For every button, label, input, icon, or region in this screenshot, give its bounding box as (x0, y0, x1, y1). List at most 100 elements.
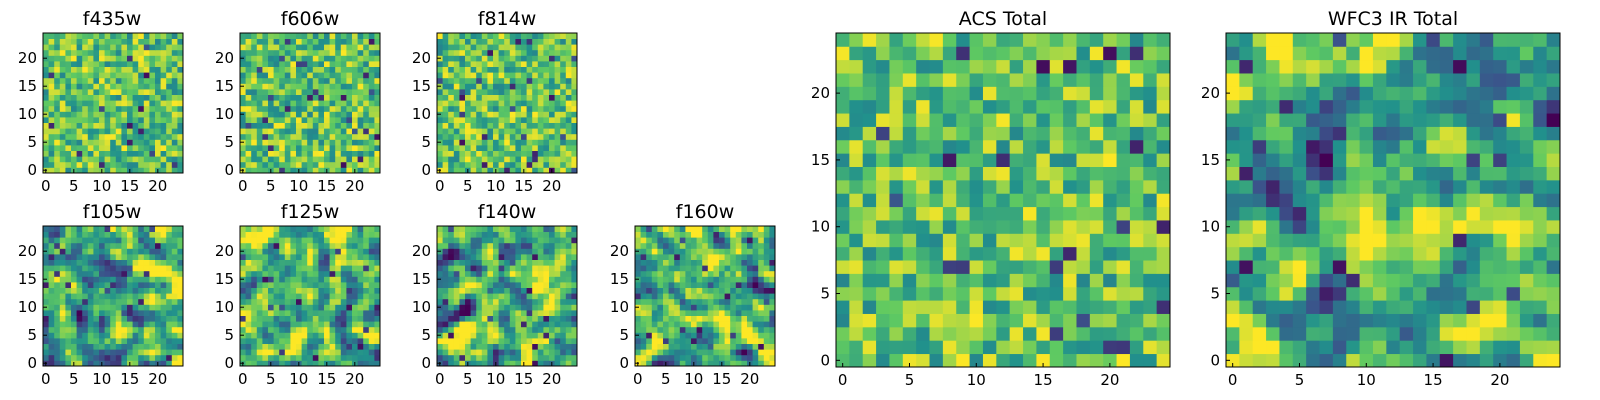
heatmap-cell (702, 287, 709, 294)
heatmap-cell (543, 282, 550, 288)
heatmap-cell (99, 332, 105, 339)
heatmap-cell (301, 133, 308, 140)
heatmap-cell (54, 237, 61, 244)
heatmap-cell (256, 354, 263, 361)
heatmap-cell (702, 293, 709, 300)
heatmap-cell (256, 38, 263, 45)
heatmap-cell (571, 242, 578, 249)
heatmap-cell (65, 167, 72, 174)
heatmap-cell (1009, 313, 1024, 328)
heatmap-cell (166, 332, 173, 339)
heatmap-cell (668, 265, 675, 272)
heatmap-cell (515, 287, 522, 294)
heatmap-cell (735, 360, 742, 367)
heatmap-cell (565, 72, 572, 79)
heatmap-cell (284, 66, 291, 73)
heatmap-cell (493, 145, 499, 151)
heatmap-cell (741, 242, 748, 249)
heatmap-cell (554, 265, 561, 272)
heatmap-cell (335, 167, 342, 174)
heatmap-cell (149, 310, 156, 316)
heatmap-cell (996, 126, 1011, 141)
heatmap-cell (71, 117, 77, 123)
heatmap-cell (758, 231, 765, 238)
heatmap-cell (318, 49, 325, 56)
heatmap-cell (679, 254, 686, 260)
heatmap-cell (115, 231, 122, 238)
heatmap-cell (509, 122, 516, 129)
heatmap-cell (1116, 300, 1131, 314)
heatmap-cell (1076, 153, 1091, 167)
heatmap-cell (340, 61, 347, 67)
heatmap-cell (363, 332, 370, 339)
heatmap-cell (493, 242, 499, 249)
heatmap-cell (363, 38, 370, 45)
heatmap-cell (448, 61, 455, 67)
heatmap-cell (177, 94, 184, 101)
heatmap-cell (735, 231, 742, 238)
heatmap-cell (437, 105, 443, 112)
heatmap-cell (498, 111, 505, 118)
heatmap-cell (256, 226, 263, 232)
heatmap-cell (284, 89, 291, 95)
heatmap-cell (758, 304, 765, 311)
heatmap-cell (487, 298, 494, 305)
heatmap-cell (487, 354, 494, 361)
heatmap-cell (374, 254, 381, 260)
heatmap-cell (668, 343, 675, 350)
heatmap-cell (769, 265, 776, 272)
heatmap-cell (374, 242, 381, 249)
heatmap-cell (318, 276, 325, 283)
heatmap-cell (532, 270, 539, 277)
heatmap-cell (284, 304, 291, 311)
heatmap-cell (448, 38, 455, 45)
heatmap-cell (318, 89, 325, 95)
heatmap-cell (640, 338, 647, 344)
heatmap-cell (104, 343, 111, 350)
heatmap-cell (110, 55, 117, 62)
heatmap-cell (515, 265, 522, 272)
heatmap-cell (459, 304, 466, 311)
heatmap-cell (956, 286, 970, 301)
heatmap-cell (76, 310, 83, 316)
heatmap-cell (121, 94, 128, 101)
heatmap-cell (635, 242, 641, 249)
heatmap-cell (752, 338, 759, 344)
heatmap-cell (1063, 273, 1077, 288)
heatmap-cell (335, 55, 342, 62)
heatmap-cell (537, 326, 544, 333)
heatmap-cell (301, 282, 308, 288)
heatmap-cell (640, 293, 647, 300)
heatmap-cell (155, 55, 161, 62)
heatmap-cell (1036, 300, 1051, 314)
heatmap-cell (651, 237, 658, 244)
heatmap-cell (171, 304, 178, 311)
heatmap-cell (340, 276, 347, 283)
heatmap-cell (65, 304, 72, 311)
heatmap-cell (155, 354, 161, 361)
heatmap-cell (758, 338, 765, 344)
heatmap-cell (132, 89, 139, 95)
heatmap-cell (132, 332, 139, 339)
heatmap-cell (374, 259, 381, 266)
heatmap-cell (554, 287, 561, 294)
heatmap-cell (71, 100, 77, 107)
heatmap-cell (268, 117, 274, 123)
heatmap-cell (48, 145, 55, 151)
heatmap-cell (93, 304, 100, 311)
heatmap-cell (352, 145, 358, 151)
heatmap-cell (296, 332, 302, 339)
heatmap-cell (571, 117, 578, 123)
heatmap-cell (155, 61, 161, 67)
heatmap-cell (646, 231, 653, 238)
heatmap-cell (741, 248, 748, 255)
heatmap-cell (752, 332, 759, 339)
heatmap-cell (713, 276, 720, 283)
heatmap-cell (560, 354, 567, 361)
heatmap-cell (273, 33, 280, 39)
heatmap-cell (346, 128, 353, 135)
heatmap-cell (543, 298, 550, 305)
heatmap-cell (307, 343, 314, 350)
heatmap-cell (668, 310, 675, 316)
